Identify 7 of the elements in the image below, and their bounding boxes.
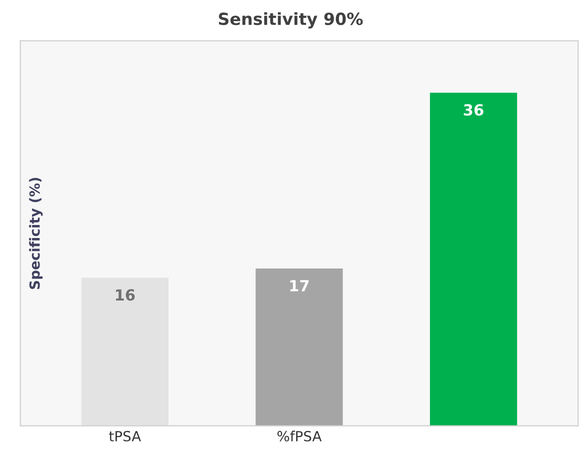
- chart-title: Sensitivity 90%: [218, 12, 363, 29]
- x-tick-label: tPSA: [109, 430, 141, 442]
- data-label: 36: [464, 104, 484, 116]
- data-label: 16: [116, 289, 135, 301]
- data-label: 17: [290, 280, 309, 292]
- y-axis-title: Specificity (%): [29, 178, 43, 289]
- x-tick-label: %fPSA: [277, 430, 322, 442]
